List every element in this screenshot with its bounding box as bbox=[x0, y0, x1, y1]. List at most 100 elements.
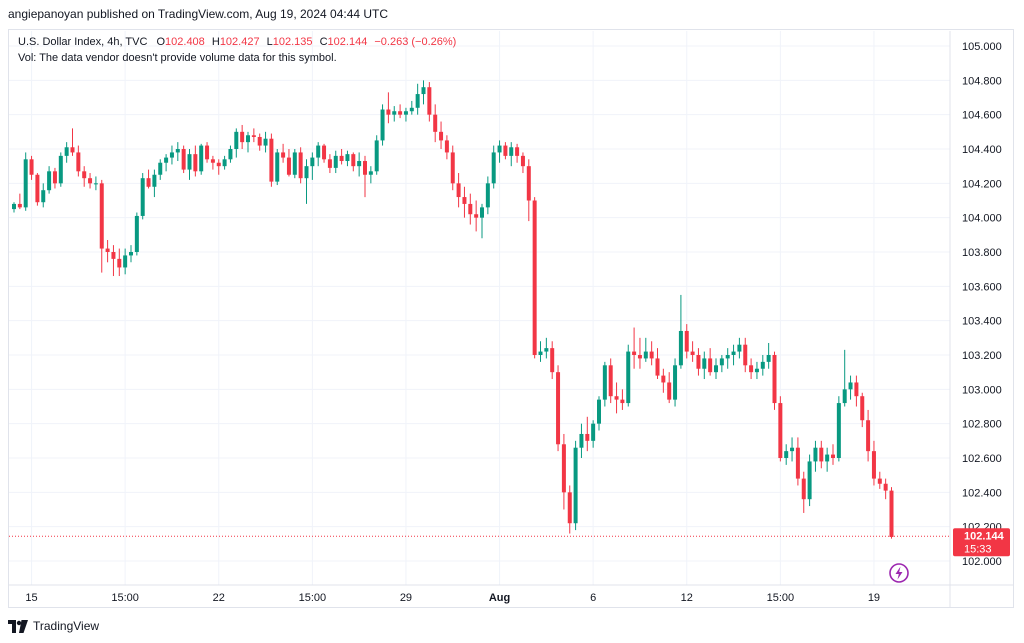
candle-body bbox=[88, 178, 93, 184]
candle-body bbox=[251, 135, 256, 137]
legend-low-label: L bbox=[266, 36, 273, 48]
footer-brand[interactable]: TradingView bbox=[33, 619, 100, 633]
candle-body bbox=[743, 344, 748, 366]
y-tick-label: 102.400 bbox=[962, 487, 1002, 499]
candle-body bbox=[795, 447, 800, 479]
candle-body bbox=[205, 145, 210, 160]
candle-body bbox=[374, 140, 379, 172]
candle-body bbox=[532, 200, 537, 355]
legend-change: −0.263 (−0.26%) bbox=[374, 36, 457, 48]
publish-line: angiepanoyan published on TradingView.co… bbox=[8, 7, 389, 21]
candle-body bbox=[409, 107, 414, 112]
candle-body bbox=[854, 382, 859, 397]
candle-body bbox=[222, 159, 227, 167]
candle-body bbox=[12, 203, 16, 210]
candle-body bbox=[632, 351, 637, 355]
candle-body bbox=[333, 155, 338, 168]
candle-body bbox=[661, 375, 666, 383]
candle-body bbox=[357, 161, 362, 167]
candle-body bbox=[871, 451, 876, 479]
legend-high-value: 102.427 bbox=[219, 36, 260, 48]
candle-body bbox=[398, 111, 403, 115]
candle-body bbox=[860, 396, 865, 421]
candle-body bbox=[462, 197, 467, 204]
candle-body bbox=[591, 423, 596, 441]
candle-body bbox=[597, 399, 601, 424]
candle-body bbox=[737, 344, 742, 352]
candle-body bbox=[41, 190, 46, 203]
y-tick-label: 103.400 bbox=[962, 316, 1002, 328]
candle-body bbox=[626, 351, 631, 404]
y-tick-label: 103.800 bbox=[962, 247, 1002, 259]
candle-body bbox=[643, 351, 648, 359]
candle-body bbox=[485, 183, 490, 208]
candle-body bbox=[684, 330, 689, 352]
footer: TradingView bbox=[8, 619, 99, 633]
candle-body bbox=[678, 330, 683, 366]
candle-body bbox=[731, 351, 736, 355]
y-tick-label: 104.800 bbox=[962, 75, 1002, 87]
candle-body bbox=[538, 351, 543, 355]
candle-body bbox=[702, 358, 707, 369]
candle-body bbox=[316, 145, 321, 158]
candle-body bbox=[567, 492, 572, 524]
tradingview-logo-icon[interactable] bbox=[8, 619, 28, 633]
candle-body bbox=[842, 389, 847, 404]
candle-body bbox=[76, 152, 81, 172]
candle-body bbox=[70, 147, 75, 153]
candle-body bbox=[298, 152, 303, 179]
candle-body bbox=[415, 94, 420, 108]
candle-body bbox=[339, 155, 344, 162]
candle-body bbox=[181, 149, 186, 170]
candle-body bbox=[696, 355, 701, 369]
candle-body bbox=[403, 111, 408, 115]
x-tick-label: 15 bbox=[25, 592, 37, 604]
y-tick-label: 104.400 bbox=[962, 144, 1002, 156]
candle-body bbox=[52, 171, 57, 184]
candle-body bbox=[784, 451, 789, 458]
candle-body bbox=[520, 155, 525, 167]
flash-icon[interactable] bbox=[888, 562, 910, 584]
candle-body bbox=[240, 131, 245, 143]
candle-body bbox=[199, 145, 204, 172]
legend-high-label: H bbox=[211, 36, 220, 48]
candle-body bbox=[58, 155, 63, 184]
x-tick-label: 29 bbox=[400, 592, 412, 604]
candle-body bbox=[649, 351, 654, 359]
x-tick-label: 15:00 bbox=[299, 592, 327, 604]
y-tick-label: 103.200 bbox=[962, 350, 1002, 362]
candle-body bbox=[614, 396, 619, 400]
x-tick-label: 22 bbox=[213, 592, 225, 604]
candle-body bbox=[819, 447, 824, 462]
candle-body bbox=[655, 358, 660, 376]
candle-body bbox=[714, 365, 718, 373]
candle-body bbox=[351, 154, 356, 167]
candle-body bbox=[281, 152, 286, 158]
candle-body bbox=[790, 447, 795, 452]
candle-body bbox=[175, 149, 180, 153]
candle-body bbox=[667, 382, 672, 400]
candle-body bbox=[813, 447, 818, 462]
x-tick-label: 15:00 bbox=[767, 592, 795, 604]
candle-body bbox=[450, 152, 455, 184]
candle-body bbox=[228, 149, 233, 160]
candle-body bbox=[573, 447, 578, 524]
candle-body bbox=[433, 114, 438, 132]
candle-body bbox=[310, 157, 315, 167]
y-tick-label: 105.000 bbox=[962, 41, 1002, 53]
candle-body bbox=[380, 109, 385, 141]
candle-body bbox=[754, 368, 759, 373]
y-tick-label: 103.000 bbox=[962, 384, 1002, 396]
candle-body bbox=[246, 135, 250, 143]
candle-body bbox=[210, 159, 215, 163]
candle-body bbox=[497, 145, 502, 153]
candle-body bbox=[134, 215, 139, 252]
candle-body bbox=[836, 403, 841, 458]
last-price-badge bbox=[953, 528, 1010, 557]
y-tick-label: 104.200 bbox=[962, 178, 1002, 190]
candle-body bbox=[439, 131, 444, 141]
y-tick-label: 104.600 bbox=[962, 110, 1002, 122]
candle-body bbox=[749, 365, 754, 373]
candle-body bbox=[468, 203, 473, 215]
